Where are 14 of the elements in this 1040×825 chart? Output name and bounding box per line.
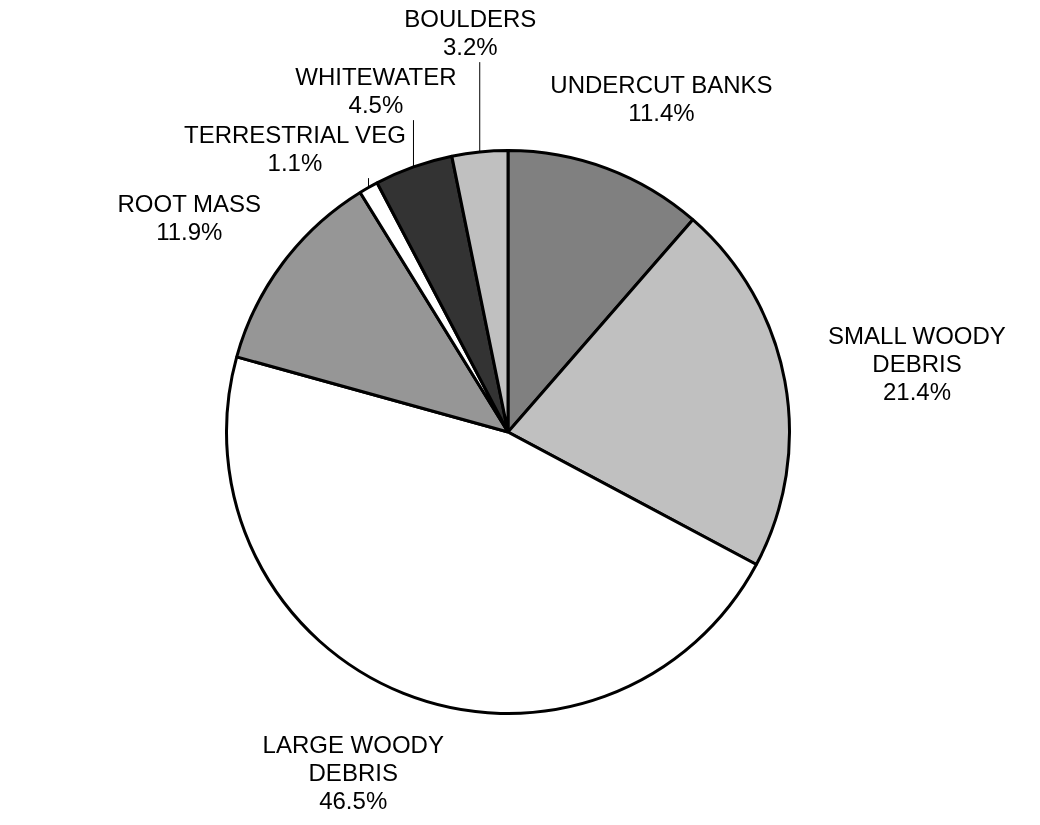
slice-label: UNDERCUT BANKS xyxy=(550,70,773,98)
slice-label: ROOT MASS xyxy=(117,189,262,217)
data-label: 3.2% xyxy=(442,32,498,60)
slice-label: WHITEWATER xyxy=(295,62,457,90)
slice-label: LARGE WOODY DEBRIS xyxy=(262,730,444,786)
slice-label: SMALL WOODY DEBRIS xyxy=(828,321,1006,377)
data-label: 1.1% xyxy=(267,148,323,176)
data-label: 11.9% xyxy=(156,217,223,245)
slice-label: TERRESTRIAL VEG xyxy=(183,120,406,148)
slice-label: BOULDERS xyxy=(404,4,537,32)
data-label: 4.5% xyxy=(348,90,404,118)
data-label: 46.5% xyxy=(319,786,388,814)
data-label: 21.4% xyxy=(882,377,951,405)
data-label: 11.4% xyxy=(628,98,695,126)
